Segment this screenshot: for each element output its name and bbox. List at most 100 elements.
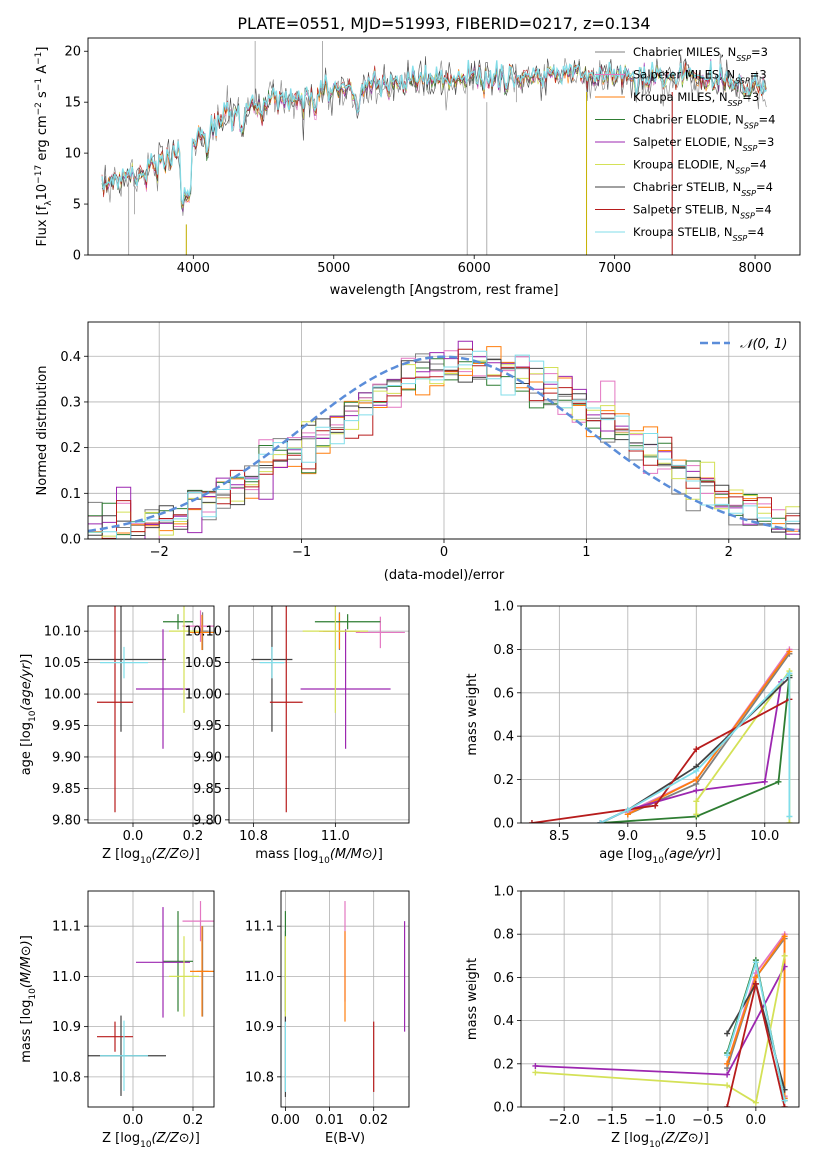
x-axis-label: wavelength [Angstrom, rest frame]	[330, 283, 559, 298]
x-tick-label: 10.8	[239, 829, 268, 844]
weight-marker	[532, 1069, 539, 1076]
weight-marker	[693, 798, 700, 805]
y-tick-label: 0.2	[60, 441, 81, 456]
y-tick-label: 0.4	[493, 1014, 514, 1029]
label-part: 10	[28, 710, 38, 722]
y-axis-label: mass weight	[465, 958, 480, 1040]
x-tick-label: 11.0	[321, 829, 350, 844]
label-part: 10	[652, 856, 664, 866]
plot-area-mass-vs-ebv	[284, 901, 406, 1097]
y-tick-label: 11.1	[52, 920, 81, 935]
x-axis-label: Z [log10(Z/Z⊙)]	[611, 1131, 709, 1150]
y-tick-label: 10.9	[245, 1020, 274, 1035]
label-part: mass [	[255, 847, 298, 862]
legend-subscript: SSP	[735, 76, 750, 85]
x-axis-label: Z [log10(Z/Z⊙)]	[102, 847, 200, 866]
errorbar-point-chabrier-elodie	[163, 911, 193, 1012]
legend-label: Chabrier STELIB, N	[633, 180, 741, 194]
legend-label: Kroupa STELIB, N	[633, 225, 733, 239]
legend-entry: Chabrier STELIB, NSSP=4	[633, 180, 773, 198]
y-tick-label: 10.10	[185, 625, 222, 640]
label-part: mass [	[19, 1019, 34, 1062]
plot-area-mass-weight-vs-Z	[532, 931, 788, 1107]
label-part: 10	[649, 1140, 661, 1150]
y-tick-label: 5	[73, 198, 81, 213]
axes-age-vs-mass: 10.8 11.0 9.80 9.85 9.90 9.95 10.00 10.05 10.10 m…	[185, 605, 410, 866]
weight-marker	[786, 820, 793, 823]
legend-entry: Kroupa ELODIE, NSSP=4	[633, 158, 767, 176]
y-tick-label: 10.05	[185, 656, 222, 671]
legend-suffix: =4	[747, 225, 764, 239]
y-tick-label: 15	[64, 96, 81, 111]
x-tick-label: 0.0	[123, 829, 144, 844]
y-tick-label: 10.8	[52, 1070, 81, 1085]
x-tick-label: 0.0	[123, 1113, 144, 1128]
weight-line-chabrier-elodie	[600, 675, 791, 823]
y-tick-label: 9.85	[52, 782, 81, 797]
y-tick-label: 0.2	[493, 1057, 514, 1072]
label-part: mass weight	[465, 958, 480, 1040]
label-part: (M/M⊙)	[19, 940, 34, 988]
weight-marker	[624, 806, 631, 813]
legend-entry: Salpeter MILES, NSSP=3	[633, 68, 767, 86]
label-part: (Z/Z⊙)	[152, 847, 195, 862]
legend-label: Chabrier MILES, N	[633, 45, 736, 59]
weight-marker	[786, 670, 793, 677]
legend-label: Salpeter MILES, N	[633, 68, 735, 82]
y-tick-label: 11.0	[52, 970, 81, 985]
legend-suffix: =4	[755, 203, 772, 217]
errorbar-point-kroupa-elodie	[169, 936, 199, 1017]
weight-marker	[724, 1052, 731, 1059]
label-part: s	[35, 91, 50, 102]
x-tick-label: 0.01	[315, 1113, 344, 1128]
y-tick-label: 0.2	[493, 773, 514, 788]
errorbar-point-salpeter-elodie	[136, 629, 190, 749]
legend-subscript: SSP	[736, 54, 751, 63]
errorbar-point-chabrier-stelib	[88, 606, 166, 732]
weight-line-kroupa-miles	[726, 933, 786, 1099]
weight-marker	[752, 959, 759, 966]
axes-mass-vs-ebv: 0.00 0.01 0.02 10.8 10.9 11.0 11.1 E(B-V)	[245, 890, 410, 1146]
weight-line-salpeter-stelib	[531, 698, 790, 823]
errorbar-point-kroupa-miles	[190, 614, 214, 651]
x-axis-label: (data-model)/error	[384, 568, 505, 583]
weight-marker	[652, 802, 659, 809]
label-part: Flux [f	[35, 205, 50, 246]
weight-marker	[724, 1071, 731, 1078]
errorbar-point-salpeter-stelib	[269, 606, 303, 813]
weight-marker	[781, 952, 788, 959]
label-part: −2	[34, 102, 44, 115]
plot-area-age-vs-Z	[88, 606, 214, 813]
y-axis-label: Normed distribution	[35, 366, 50, 496]
errorbar-point-kroupa-elodie	[169, 606, 199, 713]
y-tick-label: 1.0	[493, 600, 514, 615]
errorbar-point-salpeter-elodie	[136, 907, 190, 1018]
label-part: ]	[195, 847, 200, 862]
x-axis-label: Z [log10(Z/Z⊙)]	[102, 1131, 200, 1150]
legend-label: Kroupa MILES, N	[633, 90, 728, 104]
legend-entry: Kroupa MILES, NSSP=3	[633, 90, 759, 108]
label-part: (Z/Z⊙)	[661, 1131, 704, 1146]
x-axis-label: E(B-V)	[325, 1131, 365, 1146]
legend-suffix: =4	[750, 158, 767, 172]
y-axis-label: age [log10(age/yr)]	[19, 654, 38, 776]
weight-marker	[781, 1097, 788, 1104]
spectrum-line-chabrier-stelib	[101, 54, 767, 207]
label-part: ]	[19, 654, 34, 659]
frame-age-vs-Z: 0.0 0.2 9.80 9.85 9.90 9.95 10.00 10.05 10.10	[44, 605, 215, 844]
y-tick-label: 1.0	[493, 885, 514, 900]
errorbar-point-kroupa-stelib	[259, 646, 285, 679]
histogram-kroupa-stelib	[88, 350, 800, 539]
label-part: Z [	[102, 1131, 120, 1146]
y-tick-label: 0.8	[493, 928, 514, 943]
y-tick-label: 0.6	[493, 686, 514, 701]
axes-frame	[87, 605, 215, 824]
axes-frame	[87, 37, 801, 256]
weight-marker	[752, 980, 759, 987]
legend-subscript: SSP	[743, 144, 758, 153]
y-tick-label: 0.1	[60, 487, 81, 502]
errorbar-point-kroupa-elodie	[302, 606, 369, 713]
y-tick-label: 10.05	[44, 656, 81, 671]
y-tick-label: 9.90	[193, 750, 222, 765]
